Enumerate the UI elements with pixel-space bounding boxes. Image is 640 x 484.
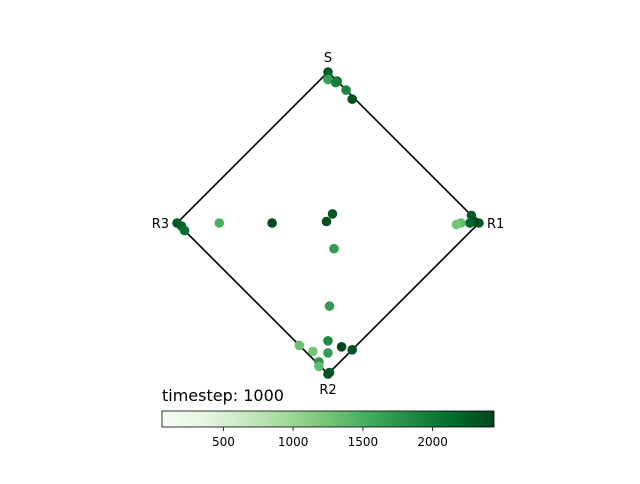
- scatter-point-16: [214, 218, 225, 228]
- scatter-point-24: [336, 342, 347, 352]
- scatter-point-4: [330, 77, 341, 88]
- colorbar-tick-label-2000: 2000: [417, 435, 448, 449]
- colorbar-tick-label-1000: 1000: [278, 435, 309, 449]
- scatter-point-18: [321, 216, 332, 227]
- scatter-point-2: [323, 74, 333, 85]
- scatter-point-29: [314, 361, 324, 372]
- scatter-point-10: [465, 218, 475, 228]
- scatter-point-27: [308, 346, 318, 357]
- vertex-label-r1: R1: [487, 217, 504, 232]
- scatter-point-12: [451, 219, 462, 230]
- colorbar-ticks: 500 1000 1500 2000: [212, 427, 448, 449]
- scatter-point-26: [294, 340, 305, 351]
- vertex-label-r3: R3: [152, 217, 169, 232]
- vertex-label-s: S: [324, 51, 332, 66]
- scatter-point-20: [329, 243, 339, 254]
- scatter-point-6: [347, 94, 358, 104]
- scatter-point-17: [267, 218, 277, 228]
- scatter-point-21: [324, 301, 335, 311]
- scatter-point-15: [179, 225, 190, 236]
- scatter-point-22: [323, 336, 333, 346]
- colorbar: [161, 410, 495, 428]
- colorbar-tick-label-500: 500: [212, 435, 235, 449]
- chart-title: timestep: 1000: [162, 386, 284, 405]
- scatter-point-31: [324, 367, 335, 378]
- scatter-point-5: [341, 85, 351, 95]
- scatter-point-25: [347, 345, 358, 355]
- scatter-point-23: [323, 348, 333, 358]
- vertex-label-r2: R2: [319, 383, 336, 398]
- colorbar-tick-label-1500: 1500: [348, 435, 379, 449]
- data-points: [172, 67, 484, 379]
- scatter-point-19: [327, 209, 338, 219]
